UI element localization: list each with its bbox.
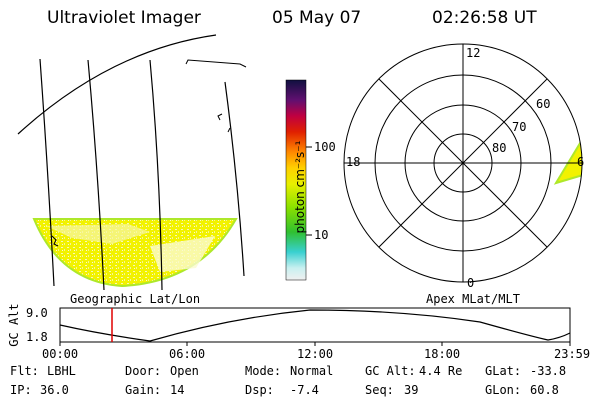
time-label: 02:26:58 UT [432, 8, 537, 28]
orbit-x-tick-label: 00:00 [42, 347, 79, 361]
orbit-x-tick-label: 06:00 [169, 347, 206, 361]
mlat-label-80: 80 [492, 141, 507, 155]
orbit-plot [59, 307, 571, 346]
date-label: 05 May 07 [272, 8, 362, 28]
orbit-x-tick-label: 18:00 [424, 347, 461, 361]
coastline [227, 127, 231, 133]
info-mode-value: Normal [290, 364, 334, 378]
mlat-label-60: 60 [536, 97, 551, 111]
info-ip-label: IP: [10, 383, 32, 397]
info-mode-label: Mode: [245, 364, 282, 378]
polar-emission [553, 130, 582, 185]
geo-meridian-line [39, 58, 55, 287]
orbit-x-tick-label: 23:59 [554, 347, 591, 361]
orbit-plot-frame [59, 307, 571, 343]
mlt-label-0: 0 [467, 276, 475, 290]
info-door-value: Open [170, 364, 199, 378]
colorbar-tick-label: 100 [314, 140, 336, 154]
info-seq-label: Seq: [365, 383, 394, 397]
info-flt-value: LBHL [47, 364, 76, 378]
info-gain-value: 14 [170, 383, 185, 397]
orbit-y-tick: 1.8 [26, 330, 48, 344]
info-flt-label: Flt: [10, 364, 39, 378]
geo-meridian-line [87, 59, 105, 291]
info-seq-value: 39 [404, 383, 419, 397]
polar-plot [343, 43, 583, 283]
info-dsp-value: -7.4 [290, 383, 319, 397]
colorbar [285, 79, 312, 281]
info-dsp-label: Dsp: [245, 383, 274, 397]
info-glat-label: GLat: [485, 364, 522, 378]
mlt-label-12: 12 [466, 46, 481, 60]
colorbar-unit-label: photon cm⁻²s⁻¹ [293, 140, 307, 234]
orbit-ylabel: GC Alt [7, 303, 21, 347]
emission-bright-patch [46, 224, 150, 244]
info-glon-label: GLon: [485, 383, 522, 397]
colorbar-tick-label: 10 [314, 228, 329, 242]
geo-meridian-line [149, 59, 163, 291]
emission-bright-patch [150, 236, 215, 272]
polar-caption: Apex MLat/MLT [426, 292, 520, 306]
geo-map [17, 34, 247, 291]
altitude-curve [59, 309, 571, 342]
instrument-title: Ultraviolet Imager [47, 8, 201, 28]
info-ip-value: 36.0 [40, 383, 69, 397]
geo-meridian-line [224, 81, 245, 277]
info-door-label: Door: [125, 364, 162, 378]
coastline [51, 235, 59, 247]
geo-caption: Geographic Lat/Lon [70, 292, 201, 306]
colorbar-gradient [285, 79, 307, 281]
mlt-label-18: 18 [346, 155, 361, 169]
polar-spoke [378, 78, 548, 248]
orbit-y-tick: 9.0 [26, 306, 48, 320]
info-gain-label: Gain: [125, 383, 162, 397]
orbit-x-tick-label: 12:00 [297, 347, 334, 361]
info-gcalt-value: 4.4 Re [419, 364, 463, 378]
coastline [217, 113, 223, 121]
mlt-label-6: 6 [577, 155, 585, 169]
geo-latitude-line [17, 34, 217, 135]
mlat-label-70: 70 [512, 120, 527, 134]
info-gcalt-label: GC Alt: [365, 364, 416, 378]
info-glon-value: 60.8 [530, 383, 559, 397]
info-glat-value: -33.8 [530, 364, 567, 378]
coastline [185, 59, 247, 68]
